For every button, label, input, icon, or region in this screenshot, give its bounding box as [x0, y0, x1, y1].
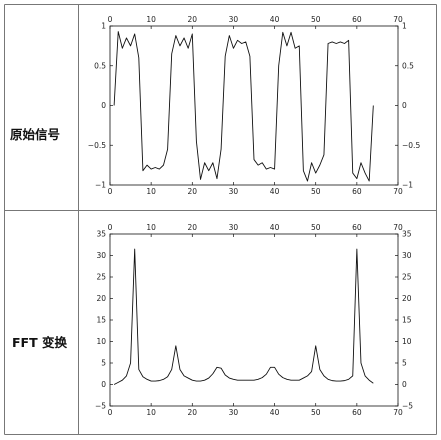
x-tick-label-top: 40 [270, 15, 280, 24]
y-tick-label-right: −0.5 [402, 141, 420, 150]
y-tick-label-right: 0 [402, 380, 407, 389]
x-tick-label-bottom: 20 [188, 187, 198, 196]
y-tick-label-left: 0 [101, 380, 106, 389]
x-tick-label-top: 10 [146, 223, 156, 232]
y-tick-label-left: −1 [95, 181, 106, 190]
x-tick-label-top: 60 [352, 15, 362, 24]
x-tick-label-top: 50 [311, 15, 321, 24]
x-tick-label-bottom: 0 [108, 408, 113, 417]
y-tick-label-left: 20 [96, 294, 106, 303]
x-tick-label-bottom: 20 [188, 408, 198, 417]
y-tick-label-right: 25 [402, 273, 412, 282]
y-tick-label-left: 25 [96, 273, 106, 282]
y-tick-label-right: 30 [402, 251, 412, 260]
x-tick-label-top: 0 [108, 223, 113, 232]
x-tick-label-top: 30 [229, 15, 239, 24]
x-tick-label-top: 10 [146, 15, 156, 24]
y-tick-label-right: 1 [402, 22, 407, 31]
y-tick-label-left: 1 [101, 22, 106, 31]
x-tick-label-bottom: 30 [229, 187, 239, 196]
y-tick-label-right: −5 [402, 402, 413, 411]
x-tick-label-bottom: 30 [229, 408, 239, 417]
row-label-original-signal: 原始信号 [10, 127, 61, 142]
y-tick-label-right: 20 [402, 294, 412, 303]
y-tick-label-left: −5 [95, 402, 106, 411]
y-tick-label-right: −1 [402, 181, 413, 190]
y-tick-label-left: −0.5 [88, 141, 106, 150]
y-tick-label-left: 0 [101, 101, 106, 110]
y-tick-label-left: 10 [96, 337, 106, 346]
x-tick-label-bottom: 40 [270, 187, 280, 196]
x-tick-label-top: 40 [270, 223, 280, 232]
x-tick-label-bottom: 40 [270, 408, 280, 417]
x-tick-label-top: 70 [393, 223, 403, 232]
x-tick-label-bottom: 0 [108, 187, 113, 196]
x-tick-label-top: 30 [229, 223, 239, 232]
y-tick-label-left: 30 [96, 251, 106, 260]
x-tick-label-top: 0 [108, 15, 113, 24]
y-tick-label-right: 10 [402, 337, 412, 346]
x-tick-label-top: 50 [311, 223, 321, 232]
x-tick-label-bottom: 70 [393, 408, 403, 417]
x-tick-label-bottom: 50 [311, 408, 321, 417]
x-tick-label-top: 60 [352, 223, 362, 232]
x-tick-label-bottom: 60 [352, 187, 362, 196]
y-tick-label-right: 0 [402, 101, 407, 110]
y-tick-label-left: 0.5 [94, 61, 106, 70]
y-tick-label-right: 0.5 [402, 61, 414, 70]
x-tick-label-bottom: 10 [146, 187, 156, 196]
series-line-0 [113, 248, 374, 385]
y-tick-label-left: 5 [101, 359, 106, 368]
y-tick-label-right: 35 [402, 230, 412, 239]
y-tick-label-right: 5 [402, 359, 407, 368]
x-tick-label-bottom: 10 [146, 408, 156, 417]
x-tick-label-top: 20 [188, 223, 198, 232]
x-tick-label-bottom: 70 [393, 187, 403, 196]
x-tick-label-bottom: 60 [352, 408, 362, 417]
y-tick-label-left: 15 [96, 316, 106, 325]
row-label-fft: FFT 变换 [12, 335, 67, 350]
x-tick-label-top: 70 [393, 15, 403, 24]
series-line-0 [113, 31, 374, 182]
x-tick-label-bottom: 50 [311, 187, 321, 196]
y-tick-label-left: 35 [96, 230, 106, 239]
x-tick-label-top: 20 [188, 15, 198, 24]
y-tick-label-right: 15 [402, 316, 412, 325]
